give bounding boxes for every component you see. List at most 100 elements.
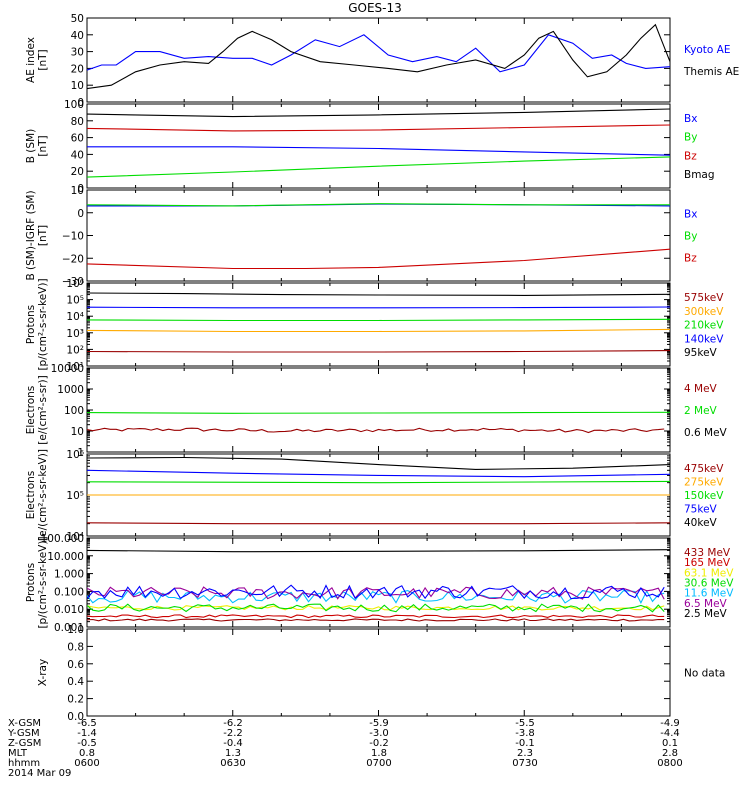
panel-5: 1 10 100 1000 10000 Electrons [e/(cm²-s-sr)] 4 … — [25, 363, 728, 459]
legend-entry: 0.6 MeV — [684, 427, 728, 439]
footer-row-label: hhmm — [8, 758, 40, 769]
series-line-bx — [87, 146, 670, 156]
y-tick-label: 10¹ — [66, 361, 84, 373]
y-axis-label: [p/(cm²-s-sr-keV)] — [37, 278, 49, 370]
y-tick-label: 0.6 — [67, 659, 84, 671]
legend-entry: 475keV — [684, 463, 724, 475]
footer-row-label: MLT — [8, 748, 28, 759]
footer-value: 2.3 — [517, 748, 533, 759]
y-axis-label: [nT] — [37, 49, 49, 70]
series-line-75kev — [87, 469, 670, 478]
series-line-2-5-mev — [87, 549, 670, 553]
series-line-165-mev — [87, 614, 665, 619]
footer-value: -6.2 — [223, 718, 243, 729]
legend-entry: Bx — [684, 113, 697, 125]
panel-1: 0 10 20 30 40 50 AE index [nT] Kyoto AE Themis AE — [25, 13, 739, 109]
footer-value: 0700 — [366, 758, 391, 769]
series-line-4-mev — [87, 427, 665, 434]
y-tick-label: 20 — [71, 166, 84, 178]
legend-entry: 300keV — [684, 306, 724, 318]
y-tick-label: 0.010 — [54, 604, 84, 616]
footer-value: 0630 — [220, 758, 245, 769]
y-tick-label: −30 — [62, 276, 84, 288]
y-tick-label: −20 — [62, 253, 84, 265]
y-axis-label: [nT] — [37, 135, 49, 156]
series-line-40kev — [87, 456, 670, 470]
no-data-label: No data — [684, 668, 725, 680]
y-tick-label: 0.4 — [67, 676, 84, 688]
y-tick-label: 1 — [77, 447, 84, 459]
panel-6: 10⁴ 10⁵ 10⁶ Electrons [e/(cm²-s-sr-keV)] 475k… — [25, 449, 724, 543]
series-line-95kev — [87, 292, 670, 296]
footer-value: -0.4 — [223, 738, 243, 749]
footer-value: -6.5 — [77, 718, 97, 729]
y-tick-label: 80 — [71, 116, 84, 128]
y-tick-label: 10³ — [66, 328, 84, 340]
y-tick-label: 30 — [71, 47, 84, 59]
y-tick-label: 20 — [71, 63, 84, 75]
y-tick-label: 100 — [64, 99, 84, 111]
series-line-themis-ae — [87, 23, 670, 90]
footer-value: -0.1 — [515, 738, 535, 749]
orbit-footer: X-GSM -6.5 -6.2 -5.9 -5.5 -4.9 Y-GSM -1.4 -2.2 -3… — [7, 718, 683, 779]
y-tick-label: 10⁴ — [66, 311, 84, 323]
y-axis-label: Electrons — [25, 471, 37, 520]
series-group — [87, 368, 670, 434]
footer-value: -2.2 — [223, 728, 243, 739]
legend-entry: 575keV — [684, 292, 724, 304]
y-tick-label: 1.0 — [67, 624, 84, 636]
footer-value: 0730 — [512, 758, 537, 769]
legend-entry: Bx — [684, 209, 697, 221]
y-tick-label: 10 — [71, 80, 84, 92]
series-line-bmag — [87, 108, 670, 118]
y-axis-label: Protons — [25, 563, 37, 602]
footer-row-label: Y-GSM — [7, 728, 40, 739]
y-axis-label: Electrons — [25, 386, 37, 435]
y-tick-label: 40 — [71, 149, 84, 161]
series-line-kyoto-ae — [87, 34, 670, 73]
legend-entry: Bmag — [684, 169, 715, 181]
panel-8: 0.0 0.2 0.4 0.6 0.8 1.0 X-ray No data — [37, 624, 725, 723]
legend-entry: 2.5 MeV — [684, 608, 728, 620]
footer-row-label: X-GSM — [8, 718, 41, 729]
y-tick-label: 10 — [71, 185, 84, 197]
y-tick-label: 10000 — [51, 363, 84, 375]
legend-entry: 11.6 MeV — [684, 588, 734, 600]
series-group — [87, 549, 670, 622]
legend-entry: 150keV — [684, 490, 724, 502]
y-tick-label: 10² — [66, 344, 84, 356]
footer-value: 1.3 — [225, 748, 241, 759]
footer-value: -0.2 — [369, 738, 389, 749]
footer-value: -1.4 — [77, 728, 97, 739]
footer-value: -5.9 — [369, 718, 389, 729]
legend-entry: 140keV — [684, 333, 724, 345]
y-tick-label: 0.001 — [54, 622, 84, 634]
footer-value: 0800 — [657, 758, 682, 769]
y-axis-label: [p/(cm²-s-sr-keV)] — [37, 536, 49, 628]
series-line-unlabeled — [87, 350, 670, 353]
legend-entry: By — [684, 132, 697, 144]
footer-value: -0.5 — [77, 738, 97, 749]
panel-4: 10¹ 10² 10³ 10⁴ 10⁵ 10⁶ Protons [p/(cm²-s-sr-ke… — [25, 278, 724, 373]
series-group — [87, 203, 670, 270]
legend-entry: 2 MeV — [684, 405, 718, 417]
footer-value: -4.4 — [660, 728, 680, 739]
series-line-140kev — [87, 306, 670, 309]
series-line-bz — [87, 248, 670, 270]
legend-entry: 40keV — [684, 517, 718, 529]
series-line-475kev — [87, 522, 670, 525]
footer-value: 0.8 — [79, 748, 95, 759]
y-axis-label: [e/(cm²-s-sr)] — [37, 375, 49, 444]
series-group — [87, 456, 670, 525]
legend-entry: 433 MeV — [684, 547, 731, 559]
y-tick-label: 10⁵ — [66, 295, 84, 307]
footer-value: -3.8 — [515, 728, 535, 739]
y-tick-label: 1.000 — [54, 569, 84, 581]
series-line-bz — [87, 124, 670, 132]
series-line-by — [87, 156, 670, 178]
y-tick-label: 10⁶ — [66, 449, 84, 461]
